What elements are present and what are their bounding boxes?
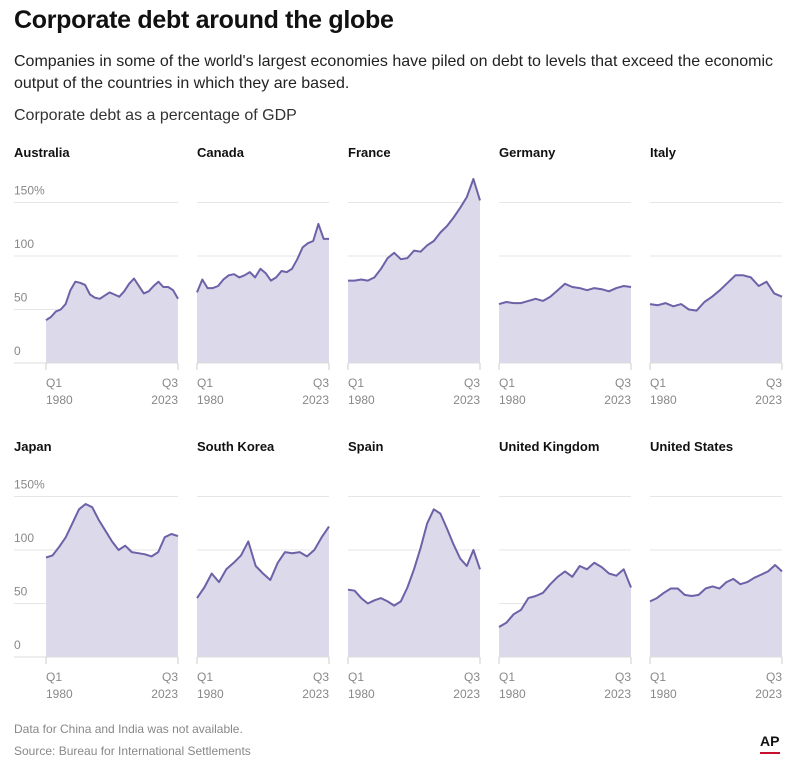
area-fill (197, 223, 329, 363)
x-tick-label-start-year: 1980 (348, 687, 375, 701)
y-tick-label: 100 (14, 531, 34, 545)
series-line (649, 564, 783, 603)
x-tick-label-end: Q3 (766, 670, 782, 684)
panel-title: Japan (14, 439, 52, 454)
x-tick-label-start: Q1 (650, 670, 666, 684)
panel-title: United Kingdom (499, 439, 599, 454)
x-tick-label-end: Q3 (464, 670, 480, 684)
x-tick-label-end-year: 2023 (453, 393, 480, 407)
series-line (498, 561, 632, 628)
x-tick-label-start: Q1 (348, 670, 364, 684)
x-tick-label-end-year: 2023 (302, 393, 329, 407)
chart-title: Corporate debt around the globe (14, 6, 394, 34)
ap-logo: AP (760, 733, 780, 749)
footnote: Data for China and India was not availab… (14, 722, 243, 736)
area-fill (46, 504, 178, 657)
series-line (498, 282, 632, 306)
area-fill (499, 562, 631, 657)
area-fill (348, 509, 480, 657)
panel-title: United States (650, 439, 733, 454)
chart-subtitle: Companies in some of the world's largest… (14, 53, 774, 92)
x-tick-label-start-year: 1980 (499, 687, 526, 701)
x-tick-label-end-year: 2023 (151, 393, 178, 407)
x-tick-label-start: Q1 (499, 376, 515, 390)
area-fill (348, 179, 480, 363)
area-fill (197, 526, 329, 657)
area-fill (650, 275, 782, 363)
series-line (347, 508, 481, 607)
panel-title: Italy (650, 145, 677, 160)
series-line (196, 525, 330, 599)
x-tick-label-start-year: 1980 (348, 393, 375, 407)
series-line (196, 222, 329, 293)
x-tick-label-start-year: 1980 (197, 687, 224, 701)
y-tick-label: 150% (14, 184, 45, 198)
x-tick-label-end: Q3 (615, 376, 631, 390)
x-tick-label-start-year: 1980 (650, 687, 677, 701)
y-tick-label: 100 (14, 237, 34, 251)
y-tick-label: 50 (14, 291, 28, 305)
x-tick-label-start: Q1 (650, 376, 666, 390)
panel-title: South Korea (197, 439, 275, 454)
x-tick-label-end-year: 2023 (453, 687, 480, 701)
panel-title: France (348, 145, 391, 160)
source: Source: Bureau for International Settlem… (14, 744, 251, 758)
panel-title: Australia (14, 145, 70, 160)
x-tick-label-start: Q1 (499, 670, 515, 684)
x-tick-label-end-year: 2023 (755, 687, 782, 701)
x-tick-label-end-year: 2023 (151, 687, 178, 701)
x-tick-label-end-year: 2023 (755, 393, 782, 407)
series-line (45, 503, 179, 559)
area-fill (46, 278, 178, 363)
x-tick-label-start-year: 1980 (650, 393, 677, 407)
x-tick-label-end: Q3 (162, 670, 178, 684)
x-tick-label-end-year: 2023 (604, 393, 631, 407)
unit-label: Corporate debt as a percentage of GDP (14, 107, 297, 124)
x-tick-label-start: Q1 (197, 376, 213, 390)
x-tick-label-start-year: 1980 (46, 393, 73, 407)
area-fill (499, 283, 631, 363)
x-tick-label-end: Q3 (766, 376, 782, 390)
x-tick-label-end: Q3 (313, 376, 329, 390)
x-tick-label-start: Q1 (46, 670, 62, 684)
x-tick-label-start: Q1 (46, 376, 62, 390)
y-tick-label: 0 (14, 638, 21, 652)
x-tick-label-start: Q1 (348, 376, 364, 390)
panel-title: Spain (348, 439, 383, 454)
x-tick-label-end: Q3 (162, 376, 178, 390)
ap-logo-bar (760, 752, 780, 754)
series-line (45, 277, 179, 322)
series-line (649, 274, 783, 312)
x-tick-label-end: Q3 (615, 670, 631, 684)
x-tick-label-end-year: 2023 (302, 687, 329, 701)
x-tick-label-end: Q3 (313, 670, 329, 684)
x-tick-label-start-year: 1980 (46, 687, 73, 701)
series-line (348, 178, 481, 282)
x-tick-label-start-year: 1980 (197, 393, 224, 407)
y-tick-label: 150% (14, 478, 45, 492)
y-tick-label: 50 (14, 585, 28, 599)
x-tick-label-start: Q1 (197, 670, 213, 684)
x-tick-label-end: Q3 (464, 376, 480, 390)
panel-title: Canada (197, 145, 245, 160)
area-fill (650, 565, 782, 657)
x-tick-label-end-year: 2023 (604, 687, 631, 701)
y-tick-label: 0 (14, 344, 21, 358)
panel-title: Germany (499, 145, 556, 160)
x-tick-label-start-year: 1980 (499, 393, 526, 407)
